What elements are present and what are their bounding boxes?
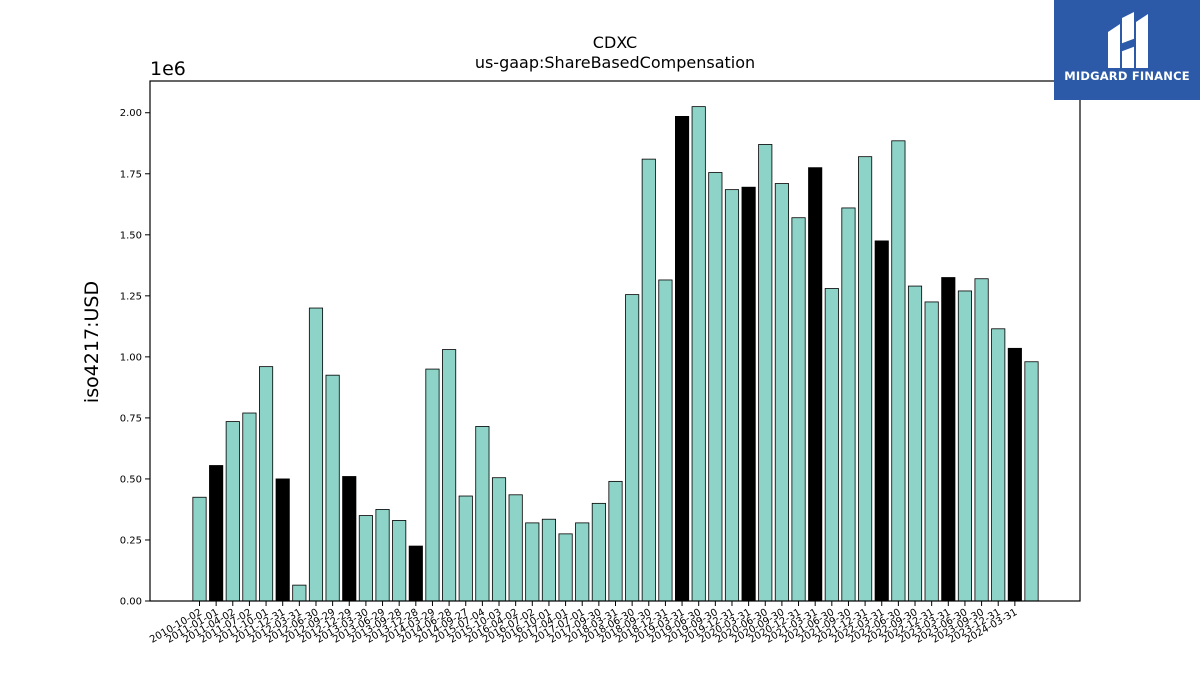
bar bbox=[708, 172, 723, 602]
bar bbox=[292, 584, 307, 602]
y-tick-label: 0.00 bbox=[120, 597, 142, 608]
bar bbox=[591, 502, 606, 602]
bar bbox=[1024, 361, 1039, 602]
bar bbox=[824, 288, 839, 602]
bar bbox=[741, 186, 756, 602]
bar bbox=[625, 294, 640, 602]
y-axis-label: iso4217:USD bbox=[81, 281, 103, 403]
bar bbox=[808, 167, 823, 602]
bar bbox=[774, 183, 789, 602]
plot-frame bbox=[149, 80, 1081, 602]
bar bbox=[907, 285, 923, 602]
bar bbox=[259, 366, 274, 602]
bar bbox=[308, 307, 324, 602]
bars-group bbox=[192, 106, 1039, 602]
y-tick-label: 2.00 bbox=[120, 108, 142, 119]
bar bbox=[209, 465, 224, 602]
bar bbox=[974, 278, 989, 602]
bar bbox=[575, 522, 590, 602]
bar bbox=[858, 156, 873, 602]
chart-title: CDXC bbox=[593, 33, 637, 52]
bar bbox=[1007, 347, 1022, 602]
bar bbox=[358, 515, 373, 602]
midgard-finance-logo: MIDGARD FINANCE bbox=[1054, 0, 1200, 100]
y-tick-label: 1.75 bbox=[120, 169, 142, 180]
bar bbox=[491, 477, 507, 602]
y-tick-label: 1.00 bbox=[120, 352, 142, 363]
y-offset-label: 1e6 bbox=[150, 58, 186, 80]
bar bbox=[275, 478, 290, 602]
y-axis: 0.00 0.25 0.50 0.75 1.00 1.25 1.50 1.75 2.00 bbox=[120, 108, 150, 608]
y-tick-label: 1.50 bbox=[120, 230, 142, 241]
bar bbox=[442, 349, 457, 602]
x-axis: 2010-10-022011-01-012011-04-022011-07-02… bbox=[148, 601, 1019, 646]
bar bbox=[941, 277, 956, 602]
bar bbox=[525, 522, 540, 602]
bar bbox=[225, 421, 240, 602]
bar bbox=[508, 494, 523, 602]
bar bbox=[375, 509, 390, 602]
bar bbox=[541, 518, 556, 602]
chart-subtitle: us-gaap:ShareBasedCompensation bbox=[475, 53, 755, 72]
bar bbox=[658, 279, 673, 602]
logo-text: MIDGARD FINANCE bbox=[1064, 69, 1190, 83]
bar bbox=[957, 290, 972, 602]
bar bbox=[408, 545, 423, 602]
bar bbox=[691, 106, 706, 602]
bar bbox=[558, 533, 573, 602]
bar bbox=[242, 412, 257, 602]
bar bbox=[475, 426, 490, 602]
bar bbox=[724, 189, 740, 602]
bar bbox=[991, 328, 1006, 602]
bar bbox=[924, 301, 939, 602]
y-tick-label: 1.25 bbox=[120, 291, 142, 302]
bar bbox=[458, 495, 473, 602]
bar bbox=[675, 115, 690, 602]
bar bbox=[641, 158, 656, 602]
bar bbox=[891, 140, 906, 602]
bar bbox=[342, 476, 357, 602]
y-tick-label: 0.75 bbox=[120, 413, 142, 424]
bar bbox=[425, 368, 440, 602]
bar bbox=[841, 207, 856, 602]
y-tick-label: 0.25 bbox=[120, 535, 142, 546]
bar bbox=[874, 240, 889, 602]
bar bbox=[325, 374, 340, 602]
bar bbox=[392, 520, 407, 602]
bar bbox=[608, 480, 623, 602]
bar bbox=[192, 496, 207, 602]
bar bbox=[791, 217, 806, 602]
y-tick-label: 0.50 bbox=[120, 474, 142, 485]
logo-mark-icon bbox=[1108, 12, 1148, 68]
bar bbox=[758, 144, 773, 602]
